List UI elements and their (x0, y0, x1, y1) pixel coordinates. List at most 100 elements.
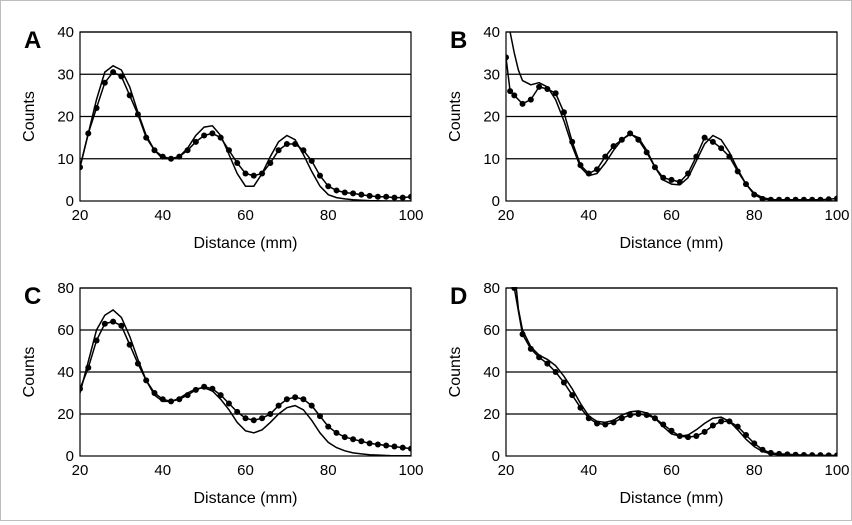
data-point (834, 195, 837, 201)
data-point (250, 172, 257, 179)
x-axis-title: Distance (mm) (619, 490, 723, 507)
data-point (527, 96, 534, 103)
panel-letter: B (450, 27, 467, 54)
data-point (507, 88, 514, 95)
x-tick-label: 20 (72, 462, 89, 479)
data-line (513, 287, 837, 456)
y-tick-label: 20 (483, 109, 500, 126)
data-point (316, 413, 323, 420)
x-axis-title: Distance (mm) (193, 235, 297, 252)
data-point (325, 423, 332, 430)
x-tick-label: 40 (154, 207, 171, 224)
data-point (333, 429, 340, 436)
data-line (80, 71, 411, 199)
fit-line (80, 309, 411, 456)
data-point (399, 444, 406, 451)
x-axis-title: Distance (mm) (619, 235, 723, 252)
data-point (399, 194, 406, 201)
data-point (110, 69, 117, 76)
data-point (552, 369, 559, 375)
data-point (126, 341, 133, 348)
fit-line (80, 64, 411, 201)
data-point (701, 428, 708, 435)
data-point (118, 73, 125, 80)
data-point (110, 318, 117, 325)
x-tick-label: 20 (72, 207, 89, 224)
data-point (391, 194, 398, 201)
y-tick-label: 0 (492, 448, 500, 465)
data-point (366, 192, 373, 199)
data-point (300, 396, 307, 403)
data-point (358, 438, 365, 445)
data-point (800, 196, 807, 201)
x-tick-label: 60 (237, 207, 254, 224)
data-point (325, 183, 332, 190)
y-axis-title: Counts (21, 347, 38, 398)
y-tick-label: 20 (57, 109, 74, 126)
panel-letter: D (450, 283, 467, 310)
data-point (209, 130, 216, 137)
data-point (374, 441, 381, 448)
x-tick-label: 80 (320, 462, 337, 479)
data-point (292, 394, 299, 401)
x-tick-label: 80 (746, 462, 763, 479)
data-point (374, 193, 381, 200)
data-point (560, 379, 567, 386)
panel-letter: A (24, 27, 41, 54)
data-point (408, 445, 411, 452)
data-point (259, 415, 266, 422)
x-tick-label: 60 (663, 207, 680, 224)
x-tick-label: 100 (398, 207, 423, 224)
data-point (408, 193, 411, 200)
data-point (341, 434, 348, 441)
data-point (234, 159, 241, 166)
data-point (560, 109, 567, 116)
data-point (250, 417, 257, 424)
data-point (693, 433, 700, 440)
x-tick-label: 40 (580, 207, 597, 224)
data-line (80, 320, 411, 450)
y-axis-title: Counts (447, 91, 464, 142)
data-point (101, 320, 108, 327)
data-point (192, 138, 199, 145)
data-point (358, 191, 365, 198)
y-tick-label: 20 (483, 406, 500, 423)
x-tick-label: 80 (746, 207, 763, 224)
data-point (201, 132, 208, 139)
data-point (718, 145, 725, 152)
data-point (668, 176, 675, 183)
x-tick-label: 40 (154, 462, 171, 479)
y-tick-label: 30 (57, 66, 74, 83)
plot-frame (79, 31, 412, 202)
data-point (817, 452, 824, 456)
data-point (118, 322, 125, 329)
chart-panel: 0 10 20 30 40 20 40 60 80 100 Distance (mm) Counts B (447, 24, 850, 252)
x-tick-label: 60 (237, 462, 254, 479)
y-tick-label: 40 (57, 364, 74, 381)
data-point (350, 190, 357, 197)
y-axis-title: Counts (21, 91, 38, 142)
panel-letter: C (24, 283, 41, 310)
data-point (569, 392, 576, 399)
x-tick-label: 20 (498, 462, 515, 479)
data-point (333, 187, 340, 194)
data-point (751, 191, 758, 198)
y-tick-label: 60 (57, 322, 74, 339)
x-axis-title: Distance (mm) (193, 490, 297, 507)
data-point (809, 196, 816, 201)
data-point (506, 54, 509, 61)
y-tick-label: 0 (66, 193, 74, 210)
data-point (792, 451, 799, 456)
data-point (217, 392, 224, 399)
data-point (126, 92, 133, 99)
y-tick-label: 30 (483, 66, 500, 83)
y-tick-label: 10 (57, 151, 74, 168)
y-tick-label: 60 (483, 322, 500, 339)
y-tick-label: 80 (483, 280, 500, 297)
data-point (275, 402, 282, 409)
data-point (709, 138, 716, 145)
data-point (283, 140, 290, 147)
fit-line (509, 31, 837, 201)
